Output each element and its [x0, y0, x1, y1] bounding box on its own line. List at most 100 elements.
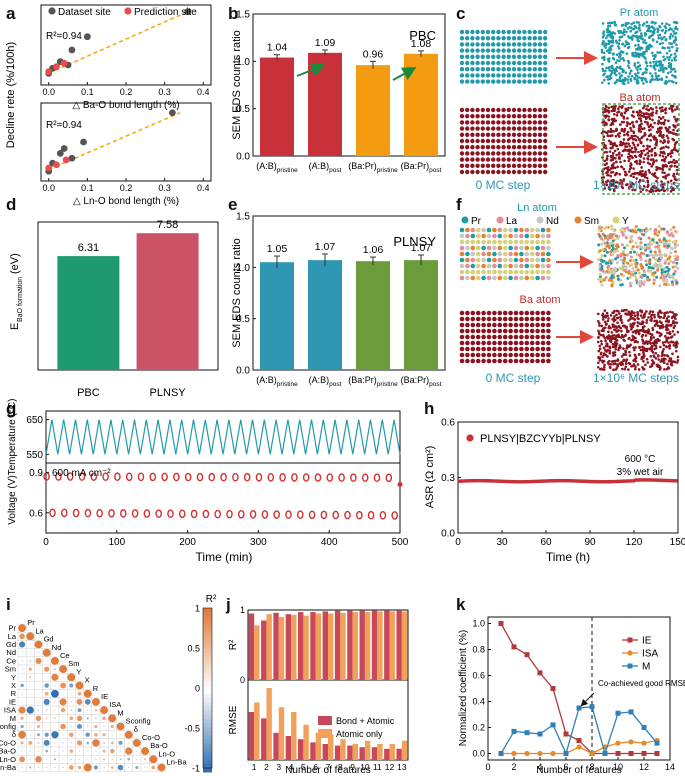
i-corr-circle: [37, 652, 40, 654]
c-ba-atom-moved: [673, 108, 677, 111]
c-ba-atom-moved: [613, 173, 617, 177]
f-ba-atom-moved: [628, 354, 632, 357]
f-ln-atom-moved: [662, 282, 666, 286]
i-corr-circle: [136, 758, 138, 760]
c-ba-atom: [501, 138, 506, 144]
f-ba-atom-moved: [631, 330, 635, 334]
g-voltage-low-loop: [60, 508, 68, 518]
c-pr-atom: [537, 29, 543, 35]
c-ba-atom-moved: [630, 106, 633, 109]
f-ba-atom-moved: [660, 321, 663, 325]
f-ln-atom: [475, 227, 481, 233]
e-xtick-sub-1: post: [329, 381, 341, 388]
f-ba-atom: [470, 358, 476, 364]
f-ba-atom-moved: [662, 316, 665, 320]
f-ln-atom-moved: [653, 250, 657, 254]
c-ba-atom-moved: [656, 167, 660, 170]
i-corr-circle: [102, 733, 106, 737]
f-ba-atom: [529, 322, 535, 328]
f-ln-atom-moved: [614, 257, 618, 261]
c-pr-atom-moved: [674, 36, 677, 39]
e-xtick-main-1: (A:B): [309, 375, 330, 385]
f-ba-atom: [470, 328, 476, 334]
c-ba-label: Ba atom: [620, 92, 661, 104]
c-ba-atom-moved: [673, 175, 676, 179]
h-xtick-label-3: 90: [584, 537, 596, 548]
f-ba-atom: [546, 340, 551, 346]
f-ln-atom: [492, 227, 497, 233]
c-ba-atom-moved: [607, 109, 610, 113]
f-ba-atom-moved: [656, 365, 660, 369]
c-pr-atom: [475, 29, 480, 35]
f-ln-atom-moved: [635, 253, 639, 257]
f-ba-atom-moved: [607, 326, 611, 330]
c-pr-atom-moved: [648, 72, 652, 75]
f-ba-atom-moved: [621, 363, 625, 366]
i-corr-circle: [108, 714, 117, 723]
j-legend-atomic: Atomic only: [336, 729, 383, 739]
c-pr-atom: [527, 79, 532, 84]
f-ba-atom: [524, 310, 530, 316]
c-pr-atom-moved: [633, 64, 636, 67]
c-ba-atom-moved: [647, 134, 651, 138]
c-ba-atom-moved: [639, 149, 643, 153]
c-pr-atom: [527, 60, 532, 66]
c-ba-atom-moved: [661, 164, 665, 167]
f-ln-atom-moved: [610, 224, 614, 228]
c-ba-atom: [501, 132, 506, 137]
c-pr-atom: [527, 48, 532, 53]
k-xtick-label-6: 12: [639, 762, 649, 772]
panel-a: Dataset site Prediction site R²=0.94 R²=…: [5, 4, 212, 207]
c-ba-atom-moved: [643, 120, 647, 124]
i-corr-circle: [44, 691, 49, 696]
f-ln-atom: [486, 269, 492, 275]
c-ba-atom-moved: [616, 147, 620, 151]
i-corr-circle: [54, 709, 56, 711]
i-corr-circle: [20, 716, 24, 720]
c-pr-atom-moved: [661, 41, 664, 45]
c-ba-atom-moved: [655, 109, 659, 113]
f-ba-atom-moved: [598, 324, 601, 327]
i-corr-circle: [51, 673, 59, 681]
c-pr-atom-moved: [643, 39, 646, 42]
k-xtick-label-3: 6: [563, 762, 568, 772]
g-voltage-high-loop: [137, 472, 145, 482]
c-ba-atom-moved: [606, 134, 610, 137]
c-ba-atom: [537, 169, 543, 175]
d-bar-1: [136, 233, 199, 370]
a-top-prediction-point-0: [45, 68, 53, 76]
f-ba-atom-moved: [665, 317, 669, 320]
f-ln-atom-moved: [633, 228, 637, 232]
c-pr-atom: [475, 36, 480, 41]
c-ba-atom: [475, 114, 480, 119]
j-r2-bond-bar-11: [384, 610, 390, 680]
f-ln-atom: [486, 263, 492, 269]
f-ba-atom-moved: [649, 318, 652, 322]
c-ba-atom-moved: [675, 160, 678, 163]
c-pr-atom-moved: [624, 71, 628, 74]
c-ba-atom-moved: [675, 165, 679, 169]
c-ba-atom-moved: [614, 186, 618, 189]
c-step1: 1×10⁶ MC steps: [593, 178, 679, 192]
c-ba-atom: [511, 163, 517, 168]
d-ylabel-main: E: [9, 323, 21, 330]
c-pr-atom: [522, 42, 527, 47]
c-pr-atom: [527, 54, 532, 59]
f-ba-atom-moved: [613, 345, 617, 348]
f-ba-atom-moved: [600, 342, 604, 346]
c-pr-atom-moved: [620, 74, 623, 77]
f-ln-atom: [540, 251, 546, 257]
f-ln-atom-moved: [619, 228, 623, 232]
f-ba-atom-moved: [655, 341, 658, 345]
c-ba-atom-moved: [628, 136, 632, 140]
i-corr-circle: [29, 725, 31, 728]
f-ba-atom: [492, 316, 497, 322]
c-pr-atom-moved: [656, 51, 660, 54]
c-pr-atom-moved: [637, 76, 641, 79]
i-corr-circle: [70, 701, 72, 703]
f-ba-atom: [475, 310, 481, 316]
c-pr-atom-moved: [664, 38, 668, 41]
c-pr-atom-moved: [670, 45, 674, 49]
c-ba-atom-moved: [611, 170, 615, 174]
f-ba-atom-moved: [615, 326, 619, 330]
